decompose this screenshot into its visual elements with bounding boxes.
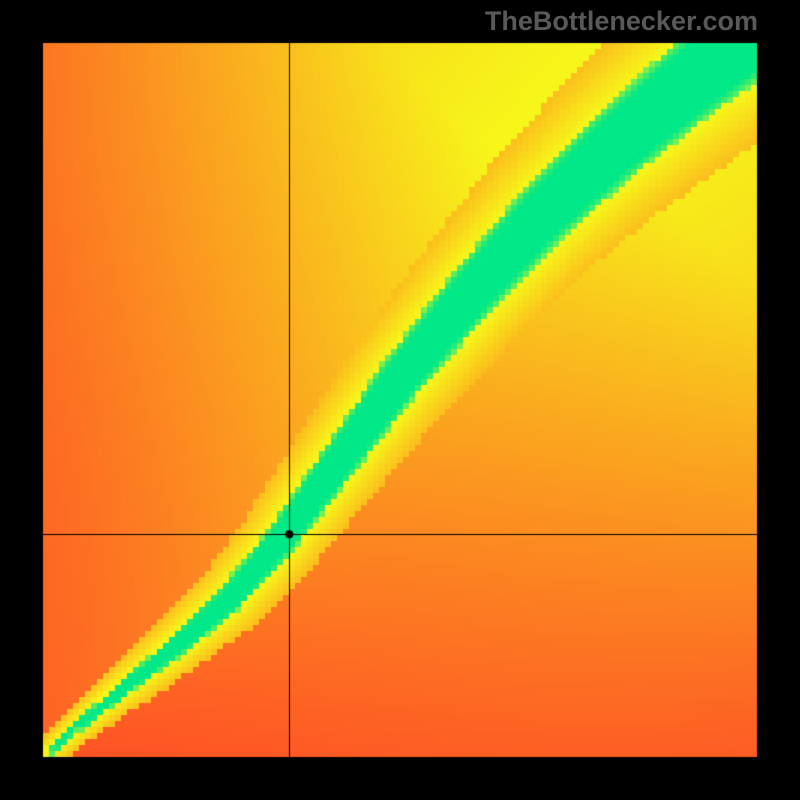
heatmap-canvas: [0, 0, 800, 800]
chart-container: TheBottlenecker.com: [0, 0, 800, 800]
watermark-text: TheBottlenecker.com: [485, 6, 758, 37]
